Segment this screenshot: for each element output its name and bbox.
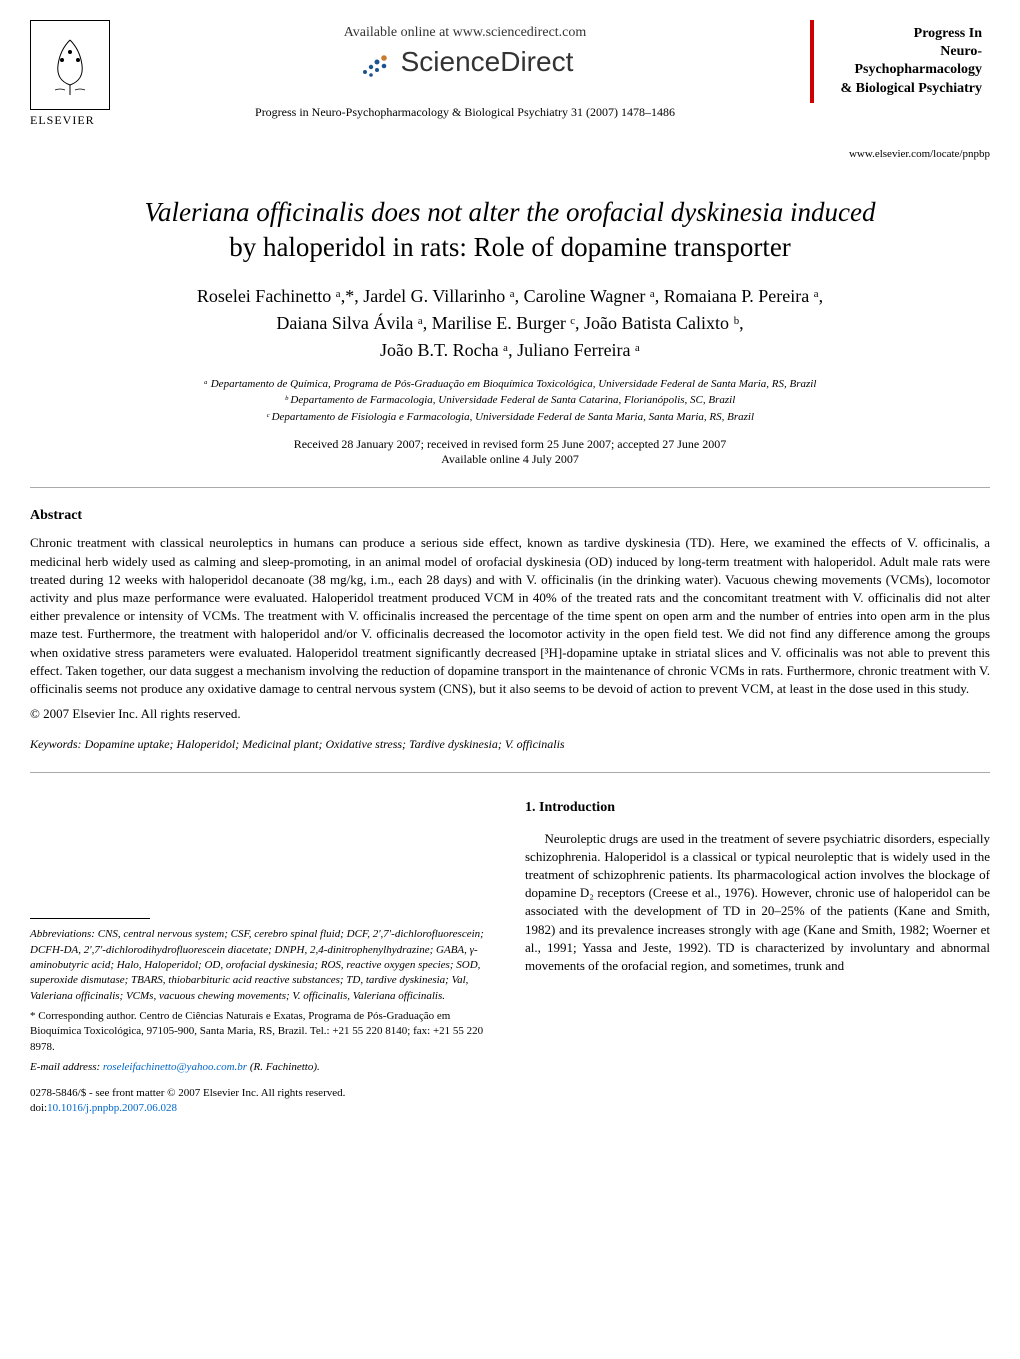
intro-paragraph: Neuroleptic drugs are used in the treatm… <box>525 830 990 976</box>
abstract-text: Chronic treatment with classical neurole… <box>30 534 990 698</box>
abstract-section: Abstract Chronic treatment with classica… <box>0 493 1020 737</box>
dates-line-2: Available online 4 July 2007 <box>60 452 960 467</box>
page-header: ELSEVIER Available online at www.science… <box>0 0 1020 170</box>
sciencedirect-text: ScienceDirect <box>401 46 574 77</box>
left-column: Abbreviations: CNS, central nervous syst… <box>30 798 495 1116</box>
journal-title-box: Progress In Neuro-Psychopharmacology & B… <box>810 20 990 103</box>
dates-block: Received 28 January 2007; received in re… <box>60 437 960 467</box>
affiliation-a: ᵃ Departamento de Química, Programa de P… <box>60 376 960 393</box>
publisher-logo: ELSEVIER <box>30 20 120 128</box>
center-header: Available online at www.sciencedirect.co… <box>120 20 810 120</box>
title-line-2: by haloperidol in rats: Role of dopamine… <box>229 232 791 262</box>
front-matter-copyright: 0278-5846/$ - see front matter © 2007 El… <box>30 1086 495 1101</box>
keywords-label: Keywords: <box>30 737 82 751</box>
title-line-1: Valeriana officinalis does not alter the… <box>145 197 876 227</box>
authors-line-3: João B.T. Rocha ᵃ, Juliano Ferreira ᵃ <box>60 337 960 364</box>
email-suffix: (R. Fachinetto). <box>247 1061 320 1073</box>
footnote-divider <box>30 918 150 919</box>
email-link[interactable]: roseleifachinetto@yahoo.com.br <box>103 1061 247 1073</box>
abstract-copyright: © 2007 Elsevier Inc. All rights reserved… <box>30 706 990 722</box>
corresponding-author: * Corresponding author. Centro de Ciênci… <box>30 1009 495 1055</box>
journal-citation: Progress in Neuro-Psychopharmacology & B… <box>120 105 810 120</box>
journal-url: www.elsevier.com/locate/pnpbp <box>810 148 990 160</box>
keywords-section: Keywords: Dopamine uptake; Haloperidol; … <box>0 737 1020 767</box>
affiliations-block: ᵃ Departamento de Química, Programa de P… <box>60 376 960 426</box>
abbrev-text: CNS, central nervous system; CSF, cerebr… <box>30 928 484 1002</box>
email-line: E-mail address: roseleifachinetto@yahoo.… <box>30 1060 495 1075</box>
abstract-heading: Abstract <box>30 508 990 524</box>
affiliation-c: ᶜ Departamento de Fisiologia e Farmacolo… <box>60 409 960 426</box>
email-label: E-mail address: <box>30 1061 100 1073</box>
doi-section: 0278-5846/$ - see front matter © 2007 El… <box>30 1086 495 1117</box>
journal-name-2: Neuro-Psychopharmacology <box>822 43 982 79</box>
abbreviations-block: Abbreviations: CNS, central nervous syst… <box>30 927 495 1004</box>
affiliation-b: ᵇ Departamento de Farmacologia, Universi… <box>60 392 960 409</box>
tree-icon <box>40 30 100 100</box>
journal-name-3: & Biological Psychiatry <box>822 80 982 98</box>
authors-block: Roselei Fachinetto ᵃ,*, Jardel G. Villar… <box>60 283 960 364</box>
two-column-body: Abbreviations: CNS, central nervous syst… <box>0 778 1020 1136</box>
publisher-name: ELSEVIER <box>30 113 120 128</box>
elsevier-tree-icon <box>30 20 110 110</box>
divider <box>30 487 990 488</box>
authors-line-2: Daiana Silva Ávila ᵃ, Marilise E. Burger… <box>60 310 960 337</box>
available-online-text: Available online at www.sciencedirect.co… <box>120 25 810 41</box>
intro-heading: 1. Introduction <box>525 798 990 818</box>
title-section: Valeriana officinalis does not alter the… <box>0 170 1020 483</box>
journal-name-1: Progress In <box>822 25 982 43</box>
divider-2 <box>30 772 990 773</box>
doi-link[interactable]: 10.1016/j.pnpbp.2007.06.028 <box>47 1102 177 1114</box>
sciencedirect-logo: ScienceDirect <box>120 46 810 85</box>
authors-line-1: Roselei Fachinetto ᵃ,*, Jardel G. Villar… <box>60 283 960 310</box>
abbrev-label: Abbreviations: <box>30 928 95 940</box>
article-title: Valeriana officinalis does not alter the… <box>60 195 960 265</box>
right-header: Progress In Neuro-Psychopharmacology & B… <box>810 20 990 160</box>
dates-line-1: Received 28 January 2007; received in re… <box>60 437 960 452</box>
right-column: 1. Introduction Neuroleptic drugs are us… <box>525 798 990 1116</box>
doi-label: doi: <box>30 1102 47 1114</box>
keywords-text: Dopamine uptake; Haloperidol; Medicinal … <box>85 737 565 751</box>
sd-dots-icon <box>357 50 397 85</box>
